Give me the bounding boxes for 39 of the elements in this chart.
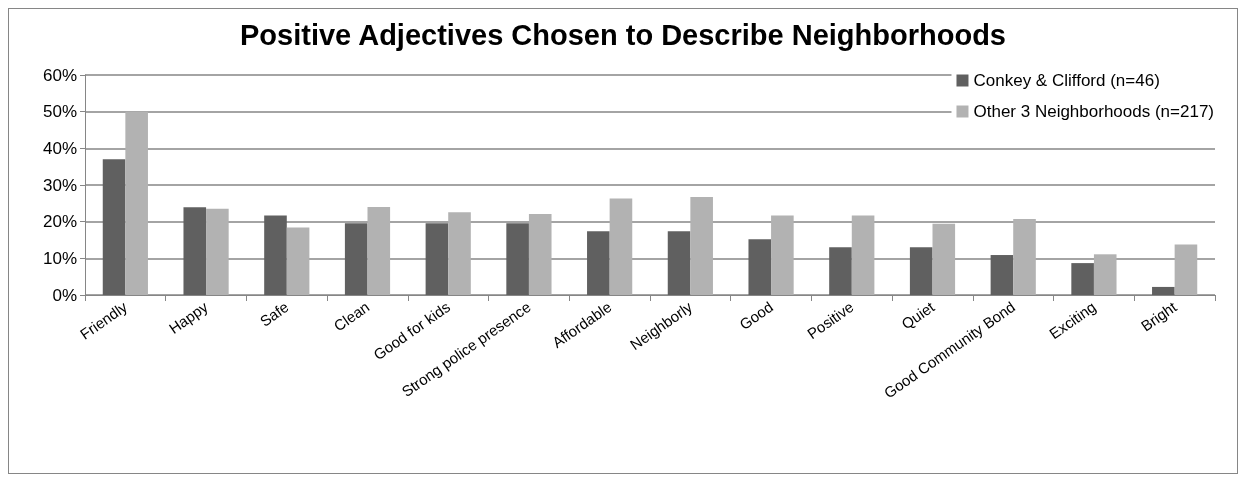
bar — [609, 198, 633, 295]
bar — [425, 223, 449, 295]
bar — [1071, 263, 1094, 295]
bar — [771, 215, 794, 295]
bar — [528, 213, 552, 295]
y-tick-label: 50% — [42, 102, 77, 122]
bar — [851, 215, 875, 295]
bar — [506, 223, 529, 295]
bar — [102, 159, 126, 295]
y-tick-label: 30% — [42, 175, 77, 195]
bar — [1174, 244, 1198, 295]
bar — [183, 207, 207, 295]
bar — [367, 207, 391, 295]
chart-title: Positive Adjectives Chosen to Describe Neighborhoods — [240, 18, 1006, 51]
bar — [1013, 219, 1036, 295]
bar — [264, 215, 287, 295]
y-tick-label: 10% — [42, 248, 77, 268]
bar — [829, 247, 852, 295]
bar — [748, 239, 772, 295]
y-tick-label: 60% — [42, 65, 77, 85]
bar — [1152, 286, 1175, 295]
bar — [587, 231, 610, 295]
legend-label: Conkey & Clifford (n=46) — [973, 71, 1160, 90]
legend-label: Other 3 Neighborhoods (n=217) — [973, 102, 1214, 121]
bar — [932, 223, 956, 295]
bar — [344, 223, 368, 295]
bar — [286, 227, 310, 295]
bar — [206, 208, 229, 295]
bar — [448, 212, 471, 295]
y-tick-label: 40% — [42, 138, 77, 158]
bar — [909, 247, 933, 295]
bar — [667, 231, 691, 295]
bar — [990, 255, 1014, 295]
y-tick-label: 0% — [52, 285, 77, 305]
y-tick-label: 20% — [42, 212, 77, 232]
bar — [125, 111, 148, 295]
bar — [690, 197, 713, 295]
bar — [1093, 254, 1117, 295]
x-tick-label: Safe — [256, 298, 292, 330]
